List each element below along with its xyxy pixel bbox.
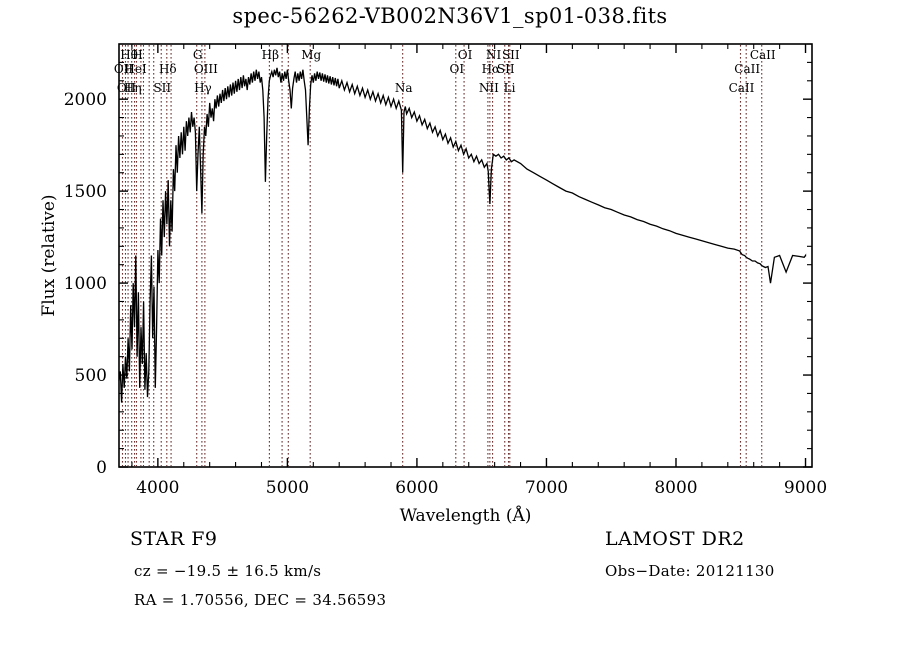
spectral-line-label: SII bbox=[497, 62, 515, 76]
spectral-line-label: SII bbox=[153, 81, 171, 95]
spectral-line-label: G bbox=[193, 48, 203, 62]
spectral-line-label: Na bbox=[395, 81, 413, 95]
spectral-line-label: CaII bbox=[734, 62, 760, 76]
spectral-line-label: OII bbox=[117, 81, 137, 95]
spectral-line-label: HeI bbox=[124, 62, 147, 76]
spectral-line-label: CaII bbox=[750, 48, 776, 62]
y-tick-label: 2000 bbox=[64, 90, 107, 110]
spectral-line-label: Hα bbox=[482, 62, 501, 76]
y-tick-label: 500 bbox=[75, 366, 107, 386]
x-tick-label: 4000 bbox=[136, 478, 179, 498]
spectral-line-label: NI bbox=[486, 48, 502, 62]
spectral-line-label: CaII bbox=[729, 81, 755, 95]
observation-date: Obs−Date: 20121130 bbox=[605, 562, 775, 580]
radial-velocity: cz = −19.5 ± 16.5 km/s bbox=[134, 562, 322, 580]
y-tick-label: 0 bbox=[96, 458, 107, 478]
object-class: STAR F9 bbox=[130, 528, 218, 550]
y-axis-title: Flux (relative) bbox=[39, 194, 59, 316]
plot-frame bbox=[118, 43, 813, 468]
page-title: spec-56262-VB002N36V1_sp01-038.fits bbox=[232, 4, 668, 28]
footer-right: LAMOST DR2 Obs−Date: 20121130 bbox=[605, 528, 775, 591]
spectral-line-label: OIII bbox=[194, 62, 218, 76]
spectral-line-label: Hδ bbox=[159, 62, 177, 76]
spectral-line-label: Hθ bbox=[120, 48, 138, 62]
spectral-line-label: Mg bbox=[301, 48, 321, 62]
footer-left: STAR F9 cz = −19.5 ± 16.5 km/s RA = 1.70… bbox=[130, 528, 386, 620]
spectrum-trace bbox=[118, 67, 807, 403]
spectral-line-label: OII bbox=[114, 62, 134, 76]
footer-info: STAR F9 cz = −19.5 ± 16.5 km/s RA = 1.70… bbox=[0, 528, 900, 648]
spectral-line-label: NII bbox=[479, 81, 499, 95]
spectral-line-label: Li bbox=[504, 81, 516, 95]
spectral-line-label: OI bbox=[458, 48, 473, 62]
x-tick-label: 9000 bbox=[784, 478, 827, 498]
x-axis-title: Wavelength (Å) bbox=[400, 505, 532, 526]
coordinates: RA = 1.70556, DEC = 34.56593 bbox=[134, 591, 387, 609]
y-tick-label: 1000 bbox=[64, 274, 107, 294]
spectral-line-label: H bbox=[132, 48, 142, 62]
survey-name: LAMOST DR2 bbox=[605, 528, 745, 550]
spectral-line-label: Hγ bbox=[194, 81, 212, 95]
x-tick-label: 5000 bbox=[266, 478, 309, 498]
spectral-line-label: SII bbox=[502, 48, 520, 62]
x-tick-label: 8000 bbox=[654, 478, 697, 498]
spectral-line-label: OI bbox=[449, 62, 464, 76]
spectral-line-label: Hβ bbox=[262, 48, 279, 62]
x-tick-label: 7000 bbox=[525, 478, 568, 498]
y-tick-label: 1500 bbox=[64, 182, 107, 202]
x-tick-label: 6000 bbox=[395, 478, 438, 498]
spectral-line-label: Hη bbox=[124, 81, 142, 95]
